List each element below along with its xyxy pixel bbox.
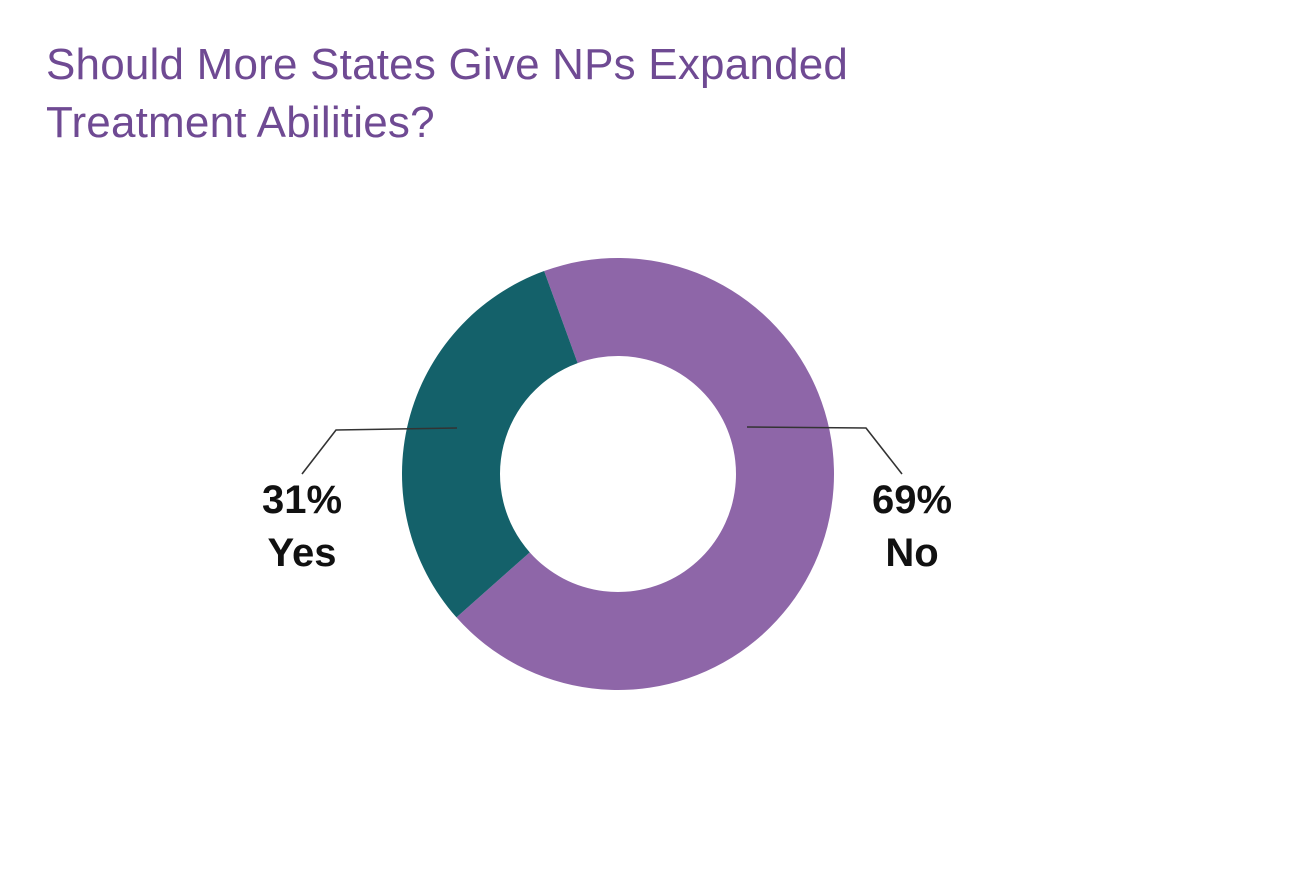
donut-slice-yes xyxy=(402,271,578,618)
slice-value-label-no: 69% xyxy=(872,478,952,522)
leader-line-no xyxy=(746,426,903,475)
slice-category-label-yes: Yes xyxy=(268,531,337,575)
donut-slice-no xyxy=(456,258,834,690)
leader-line-yes xyxy=(301,427,458,475)
chart-title: Should More States Give NPs Expanded Tre… xyxy=(46,36,1046,152)
slice-value-label-yes: 31% xyxy=(262,478,342,522)
chart-title-line-2: Treatment Abilities? xyxy=(46,98,435,147)
chart-title-line-1: Should More States Give NPs Expanded xyxy=(46,40,849,89)
slice-category-label-no: No xyxy=(885,531,938,575)
